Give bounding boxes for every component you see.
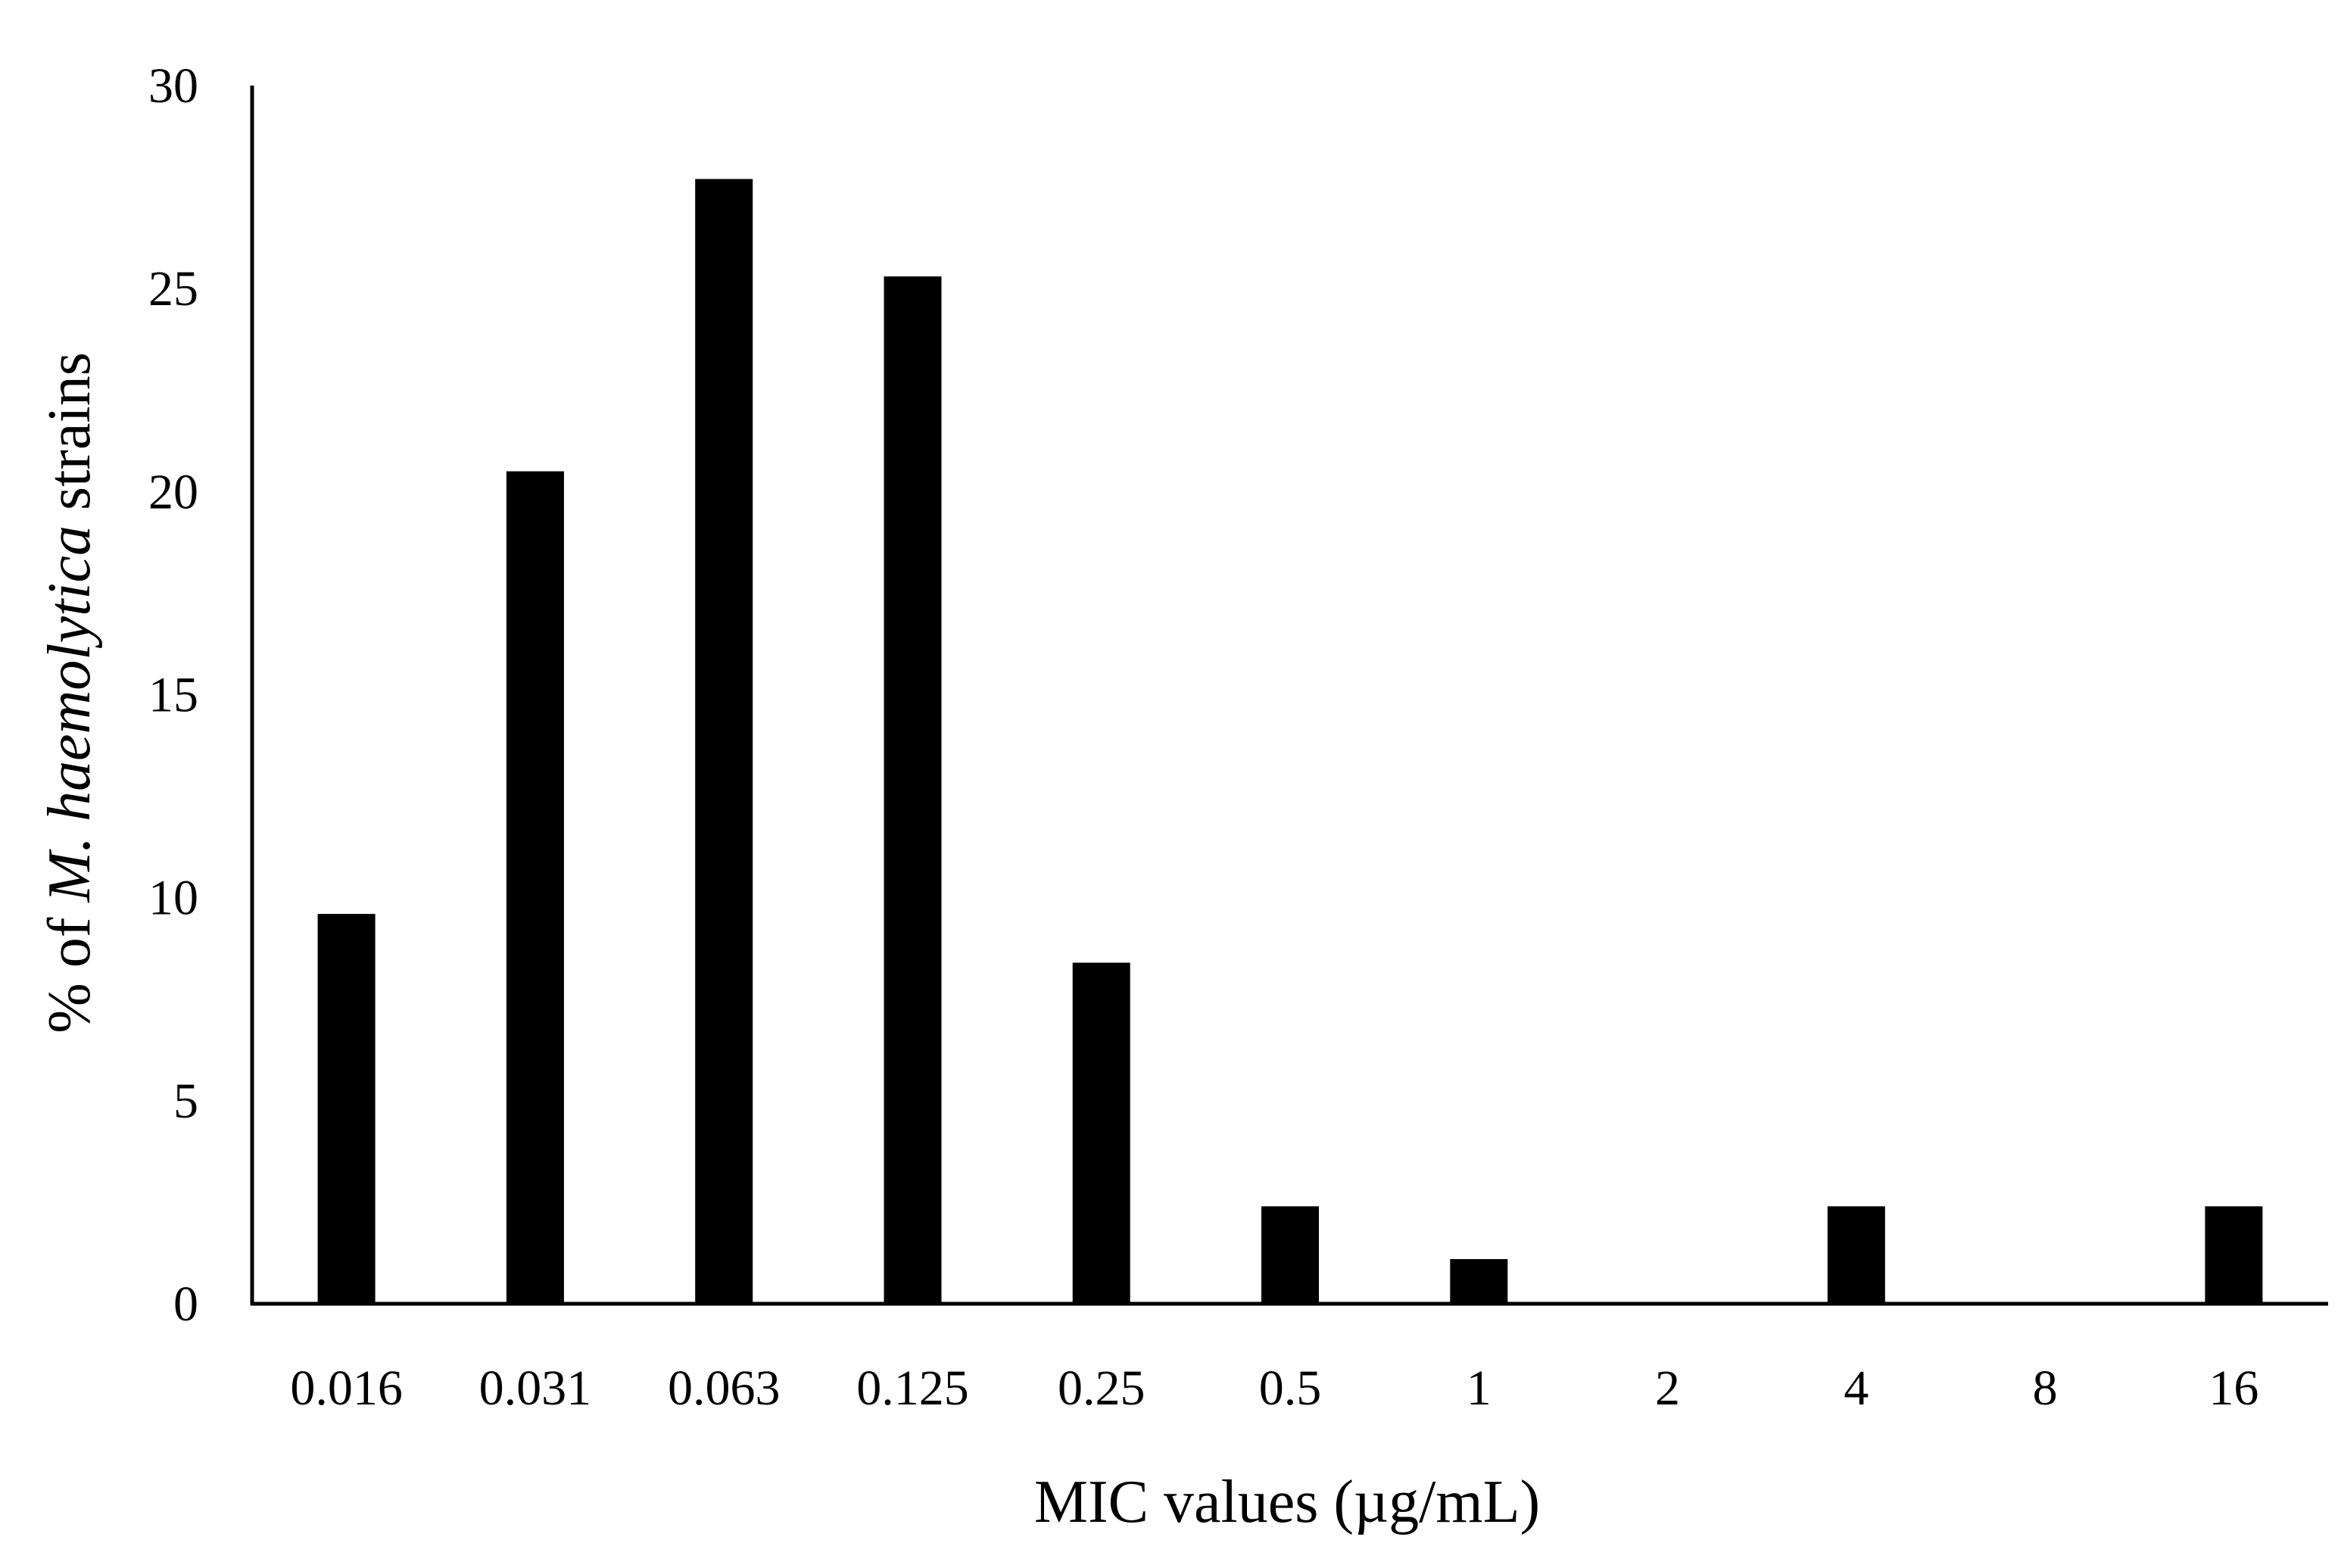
x-tick-label: 16 [2209,1361,2258,1416]
bar-0.125 [884,276,942,1305]
bar-1 [1450,1259,1508,1304]
x-tick-label: 0.125 [856,1361,969,1416]
bar-0.031 [506,471,564,1304]
y-tick-label: 25 [148,261,198,316]
x-tick-label: 0.25 [1058,1361,1146,1416]
y-axis-title-prefix: % of [36,902,103,1033]
bar-0.25 [1072,962,1130,1304]
y-tick-label: 5 [173,1074,198,1129]
bar-0.5 [1261,1206,1319,1304]
y-tick-label: 0 [173,1277,198,1332]
x-tick-label: 0.031 [479,1361,592,1416]
y-axis-title-suffix: strains [36,352,103,525]
x-tick-labels: 0.016 0.031 0.063 0.125 0.25 0.5 1 2 4 8 16 [290,1361,2258,1416]
y-tick-labels: 0 5 10 15 20 25 30 [148,58,198,1332]
x-tick-label: 2 [1655,1361,1680,1416]
x-tick-label: 0.063 [668,1361,781,1416]
bar-0.063 [695,179,753,1304]
x-tick-label: 1 [1467,1361,1492,1416]
y-tick-label: 30 [148,58,198,114]
bar-16 [2205,1206,2263,1304]
x-tick-label: 0.016 [290,1361,403,1416]
bar-4 [1827,1206,1885,1304]
bars-layer [317,179,2263,1305]
x-axis-title: MIC values (µg/mL) [1034,1469,1540,1535]
y-axis-title-species: M. haemolytica [36,525,103,903]
x-tick-label: 4 [1844,1361,1869,1416]
axes-layer [250,86,2328,1306]
y-tick-label: 20 [148,464,198,519]
y-axis-title: % of M. haemolytica strains [36,352,103,1033]
y-tick-label: 10 [148,871,198,926]
x-tick-label: 8 [2033,1361,2058,1416]
y-tick-label: 15 [148,668,198,723]
x-tick-label: 0.5 [1259,1361,1322,1416]
bar-0.016 [317,914,376,1304]
